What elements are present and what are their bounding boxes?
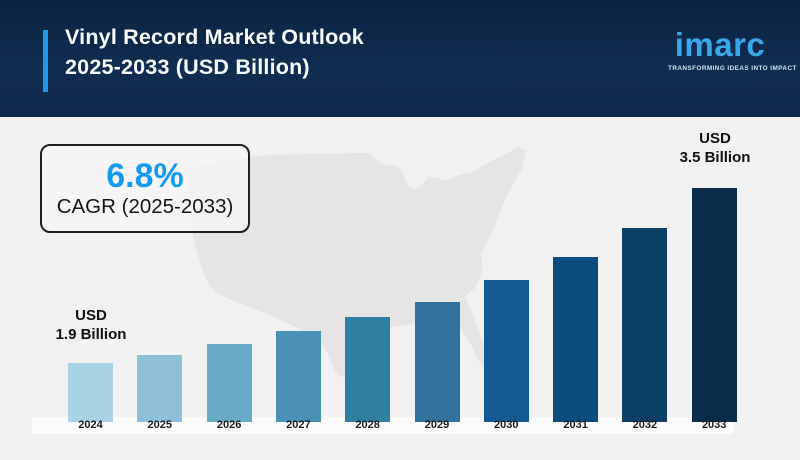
axis-label-2025: 2025 bbox=[147, 419, 173, 431]
end-value-line2: 3.5 Billion bbox=[679, 149, 751, 166]
bar-2024 bbox=[68, 363, 113, 422]
axis-label-2027: 2027 bbox=[286, 419, 311, 431]
bar-2026 bbox=[206, 344, 252, 422]
imarc-logo: imarc TRANSFORMING IDEAS INTO IMPACT bbox=[668, 26, 797, 73]
end-value-label: USD 3.5 Billion bbox=[662, 129, 768, 167]
bar-2029 bbox=[414, 302, 460, 422]
header: Vinyl Record Market Outlook 2025-2033 (U… bbox=[0, 0, 800, 117]
cagr-box: 6.8% CAGR (2025-2033) bbox=[40, 144, 250, 233]
start-value-label: USD 1.9 Billion bbox=[38, 306, 144, 344]
axis-label-2026: 2026 bbox=[216, 419, 242, 431]
chart-area: 6.8% CAGR (2025-2033) USD 1.9 Billion US… bbox=[0, 117, 800, 460]
axis-label-2031: 2031 bbox=[563, 419, 588, 431]
bar-2032 bbox=[622, 228, 668, 422]
bar-2031 bbox=[553, 257, 599, 422]
bar-2027 bbox=[275, 331, 321, 422]
start-value-line2: 1.9 Billion bbox=[55, 326, 127, 343]
bar-2028 bbox=[345, 317, 391, 422]
page-title-line1: Vinyl Record Market Outlook bbox=[65, 25, 364, 49]
bar-2030 bbox=[483, 280, 529, 422]
imarc-logo-text: imarc bbox=[674, 26, 766, 63]
end-value-line1: USD bbox=[699, 130, 731, 147]
axis-label-2030: 2030 bbox=[494, 419, 519, 431]
imarc-logo-tagline: TRANSFORMING IDEAS INTO IMPACT bbox=[668, 65, 797, 72]
start-value-line1: USD bbox=[75, 307, 107, 324]
axis-label-2029: 2029 bbox=[424, 419, 450, 431]
cagr-label: CAGR (2025-2033) bbox=[56, 194, 234, 218]
axis-label-2033: 2033 bbox=[701, 419, 727, 431]
page-title: Vinyl Record Market Outlook 2025-2033 (U… bbox=[65, 22, 364, 82]
cagr-value: 6.8% bbox=[106, 156, 184, 195]
bar-2033 bbox=[691, 188, 737, 422]
axis-label-2032: 2032 bbox=[632, 419, 658, 431]
title-accent-bar bbox=[43, 30, 48, 92]
axis-label-2024: 2024 bbox=[78, 419, 103, 431]
bar-2025 bbox=[137, 355, 183, 422]
page-title-line2: 2025-2033 (USD Billion) bbox=[65, 55, 310, 79]
axis-label-2028: 2028 bbox=[355, 419, 380, 431]
